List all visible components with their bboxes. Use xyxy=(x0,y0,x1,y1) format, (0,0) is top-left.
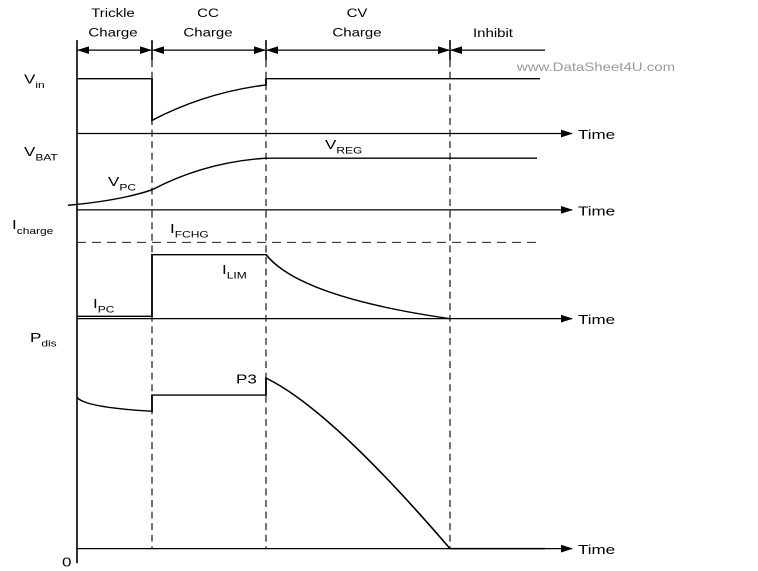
axis-label: Time xyxy=(578,128,615,143)
pdis-waveform xyxy=(76,376,545,550)
vbat-waveform xyxy=(67,157,537,206)
phase-label: Charge xyxy=(88,26,137,39)
signal-label: Pdis xyxy=(30,331,57,349)
phase-label: Charge xyxy=(183,26,232,39)
origin-label: 0 xyxy=(62,555,71,570)
signal-label: VPC xyxy=(108,175,136,193)
vin-waveform xyxy=(77,78,540,122)
signal-label: IFCHG xyxy=(170,222,209,240)
signal-label: P3 xyxy=(236,372,257,387)
signal-label: Vin xyxy=(24,72,45,90)
watermark: www.DataSheet4U.com xyxy=(516,61,675,74)
phase-label: Trickle xyxy=(91,7,135,20)
phase-arrows xyxy=(76,40,545,61)
axis-label: Time xyxy=(578,543,615,558)
phase-label: Charge xyxy=(332,26,381,39)
signal-label: VBAT xyxy=(24,145,58,163)
axis-label: Time xyxy=(578,204,615,219)
signal-label: Icharge xyxy=(12,218,53,236)
signal-label: VREG xyxy=(325,138,362,156)
phase-label: Inhibit xyxy=(473,27,513,40)
axis-label: Time xyxy=(578,313,615,328)
signal-label: ILIM xyxy=(222,263,247,281)
phase-label: CV xyxy=(347,7,368,20)
phase-label: CC xyxy=(197,7,219,20)
signal-label: IPC xyxy=(93,297,115,315)
icharge-waveform xyxy=(77,253,451,320)
